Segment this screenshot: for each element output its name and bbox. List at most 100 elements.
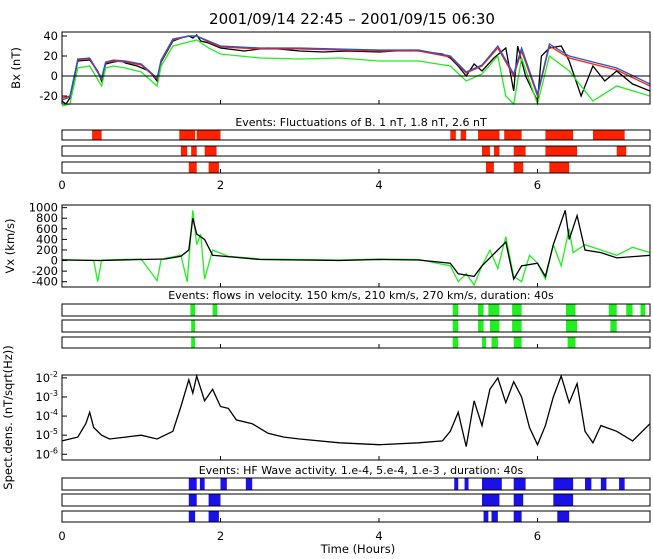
event-bar: [450, 130, 456, 140]
y-tick-label: 10-6: [35, 446, 58, 461]
event-row-frame: [61, 303, 651, 317]
y-tick-label: -20: [39, 89, 58, 103]
event-bar: [452, 320, 459, 332]
event-bar: [557, 511, 570, 522]
x-tick-label: 4: [375, 178, 382, 192]
event-row-frame: [61, 493, 651, 507]
event-row-frame: [61, 145, 651, 157]
event-bar: [454, 478, 459, 490]
event-bar: [600, 478, 607, 490]
y-tick-label: 20: [43, 49, 58, 63]
event-panel-2: Events: HF Wave activity. 1.e-4, 5.e-4, …: [58, 464, 651, 543]
event-bar: [504, 130, 522, 140]
y-tick-label: 40: [43, 29, 58, 43]
event-row-frame: [61, 129, 651, 141]
event-row-frame: [61, 510, 651, 523]
event-bar: [204, 146, 217, 156]
event-bar: [512, 320, 522, 332]
y-tick-label: 10-3: [35, 389, 58, 404]
event-bar: [92, 130, 102, 140]
y-axis-label: Bx (nT): [9, 47, 23, 89]
event-panel-1: Events: flows in velocity. 150 km/s, 210…: [61, 289, 651, 349]
x-tick-label: 2: [217, 529, 224, 543]
event-bar: [619, 478, 625, 490]
event-bar: [482, 478, 502, 490]
event-row-frame: [61, 319, 651, 333]
event-bar: [188, 494, 197, 506]
event-bar: [452, 304, 459, 316]
event-bar: [478, 320, 484, 332]
event-bar: [640, 304, 646, 316]
event-bar: [549, 162, 570, 173]
event-bar: [208, 162, 219, 173]
plot-frame: [61, 374, 651, 461]
event-bar: [513, 146, 526, 156]
event-bar: [464, 478, 469, 490]
event-panel-title: Events: flows in velocity. 150 km/s, 210…: [168, 289, 554, 302]
event-bar: [180, 146, 188, 156]
x-tick-label: 2: [217, 178, 224, 192]
plot-frame: [61, 204, 651, 288]
series-line-3: [61, 35, 651, 101]
series-line-0: [61, 373, 651, 447]
y-tick-label: 200: [36, 243, 58, 257]
event-bar: [188, 511, 196, 522]
event-bar: [452, 337, 459, 348]
x-tick-label: 4: [375, 529, 382, 543]
event-bar: [191, 320, 196, 332]
event-bar: [513, 511, 522, 522]
event-bar: [190, 304, 196, 316]
series-line-1: [61, 210, 651, 281]
series-line-2: [61, 39, 651, 107]
y-tick-label: -400: [32, 275, 58, 289]
event-row-frame: [61, 161, 651, 174]
x-tick-label: 0: [58, 178, 65, 192]
event-panel-title: Events: HF Wave activity. 1.e-4, 5.e-4, …: [199, 464, 524, 477]
event-bar: [585, 478, 592, 490]
event-bar: [545, 146, 578, 156]
x-axis-label: Time (Hours): [320, 542, 395, 556]
y-tick-label: 1000: [29, 201, 58, 215]
x-tick-label: 6: [534, 529, 541, 543]
event-bar: [208, 511, 219, 522]
y-axis-label: Vx (km/s): [3, 218, 17, 273]
event-bar: [592, 130, 625, 140]
event-bar: [188, 162, 197, 173]
event-bar: [483, 511, 489, 522]
event-bar: [482, 494, 500, 506]
figure-title: 2001/09/14 22:45 – 2001/09/15 06:30: [209, 10, 495, 28]
event-bar: [513, 162, 524, 173]
event-bar: [608, 304, 617, 316]
event-bar: [199, 478, 205, 490]
event-bar: [179, 130, 196, 140]
y-tick-label: 400: [36, 232, 58, 246]
y-tick-label: 600: [36, 222, 58, 236]
y-tick-label: -200: [32, 264, 58, 278]
event-bar: [478, 130, 500, 140]
event-bar: [545, 130, 574, 140]
event-bar: [493, 146, 500, 156]
event-bar: [191, 146, 197, 156]
x-tick-label: 6: [534, 178, 541, 192]
event-bar: [208, 494, 221, 506]
event-bar: [513, 494, 524, 506]
event-bar: [212, 304, 218, 316]
event-bar: [488, 304, 500, 316]
event-bar: [616, 146, 627, 156]
event-bar: [491, 511, 498, 522]
y-tick-label: 0: [51, 69, 58, 83]
event-bar: [513, 478, 526, 490]
event-bar: [512, 304, 522, 316]
series-line-1: [61, 35, 651, 99]
event-bar: [482, 146, 490, 156]
event-bar: [566, 304, 576, 316]
y-axis-label: Spect.dens. (nT/sqrt(Hz)): [1, 345, 15, 489]
event-row-frame: [61, 477, 651, 491]
event-bar: [610, 320, 617, 332]
event-bar: [245, 478, 253, 490]
event-row-frame: [61, 336, 651, 349]
event-panel-0: Events: Fluctuations of B. 1 nT, 1.8 nT,…: [58, 116, 651, 192]
event-bar: [491, 337, 498, 348]
